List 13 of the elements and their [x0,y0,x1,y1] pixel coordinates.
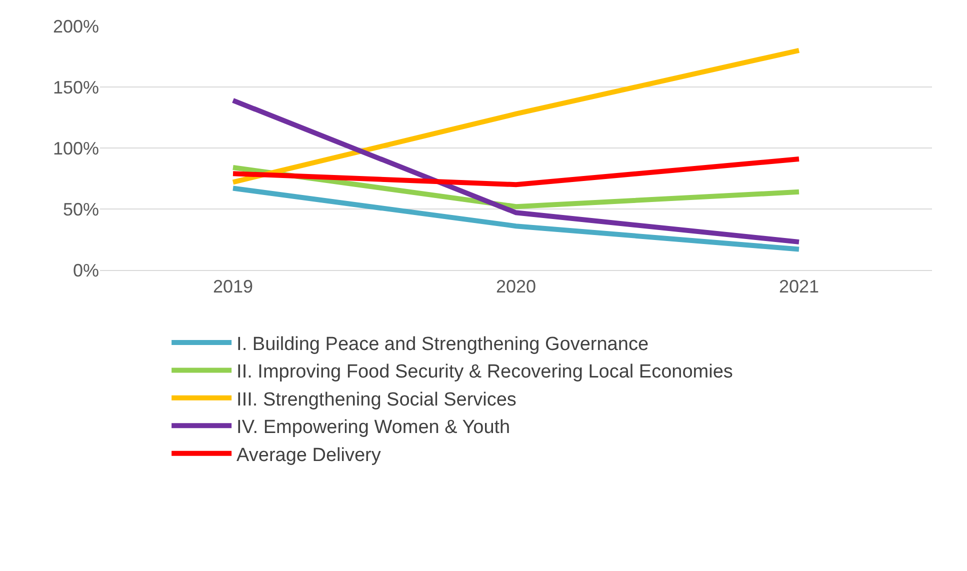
y-tick-label: 100% [52,138,99,158]
legend-label: IV. Empowering Women & Youth [236,417,510,438]
y-tick-label: 50% [62,199,99,220]
y-tick-label: 0% [72,260,99,280]
legend-label: Average Delivery [236,444,382,466]
x-tick-label: 2020 [496,276,536,297]
legend-label: II. Improving Food Security & Recovering Local Economies [236,362,733,383]
y-tick-label: 200% [52,16,99,36]
x-tick-label: 2021 [778,276,820,297]
y-tick-label: 150% [52,77,99,98]
legend-label: I. Building Peace and Strengthening Governance [236,334,649,355]
x-tick-label: 2019 [212,276,254,297]
legend-label: III. Strengthening Social Services [236,389,516,410]
